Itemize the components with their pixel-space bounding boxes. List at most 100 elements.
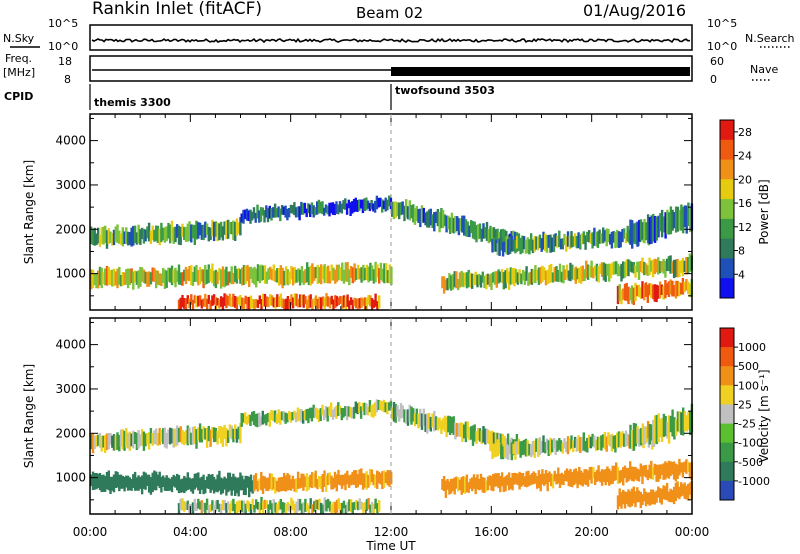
echo-cell: [405, 199, 408, 218]
echo-cell: [363, 267, 367, 280]
echo-cell: [600, 262, 604, 277]
echo-cell: [459, 218, 462, 232]
echo-cell: [255, 268, 258, 288]
echo-cell: [335, 405, 338, 419]
echo-cell: [662, 463, 665, 480]
echo-cell: [477, 428, 480, 441]
echo-cell: [146, 226, 149, 239]
echo-cell: [683, 260, 686, 273]
echo-cell: [634, 282, 637, 302]
echo-cell: [162, 227, 165, 241]
echo-cell: [673, 212, 676, 229]
echo-cell: [514, 240, 517, 254]
echo-cell: [392, 402, 396, 422]
echo-cell: [214, 297, 218, 310]
echo-cell: [507, 271, 511, 290]
echo-cell: [93, 273, 96, 286]
echo-cell: [234, 265, 237, 282]
echo-cell: [341, 296, 344, 309]
echo-cell: [553, 470, 556, 482]
echo-cell: [643, 261, 646, 276]
echo-cell: [123, 476, 126, 492]
echo-cell: [261, 410, 264, 425]
echo-cell: [160, 222, 163, 243]
echo-cell: [135, 232, 139, 245]
echo-cell: [495, 271, 498, 288]
echo-cell: [641, 494, 644, 505]
echo-cell: [91, 228, 95, 245]
echo-cell: [376, 264, 379, 278]
echo-cell: [514, 441, 517, 460]
echo-cell: [332, 299, 335, 310]
echo-cell: [485, 428, 489, 444]
echo-cell: [216, 500, 219, 510]
echo-cell: [382, 200, 386, 210]
echo-cell: [608, 263, 611, 282]
echo-cell: [112, 434, 116, 451]
echo-cell: [266, 207, 270, 223]
echo-cell: [609, 263, 613, 279]
echo-cell: [587, 230, 591, 243]
echo-cell: [485, 480, 488, 492]
echo-cell: [227, 296, 230, 306]
echo-cell: [277, 501, 281, 511]
echo-cell: [294, 412, 298, 423]
echo-cell: [256, 264, 260, 282]
echo-cell: [202, 426, 205, 440]
echo-cell: [631, 220, 634, 249]
echo-cell: [533, 440, 536, 458]
echo-cell: [240, 213, 243, 223]
echo-cell: [305, 409, 308, 421]
echo-cell: [248, 476, 251, 498]
echo-cell: [326, 407, 329, 422]
echo-cell: [144, 472, 147, 490]
echo-cell: [486, 273, 490, 285]
echo-cell: [689, 207, 692, 233]
echo-cell: [297, 298, 300, 308]
echo-cell: [302, 203, 305, 215]
echo-cell: [639, 261, 642, 272]
echo-cell: [651, 259, 655, 278]
echo-cell: [460, 477, 463, 495]
echo-cell: [142, 228, 146, 244]
echo-cell: [648, 257, 651, 276]
echo-cell: [636, 487, 639, 503]
colorbar-swatch: [720, 461, 734, 482]
echo-cell: [147, 432, 151, 450]
echo-cell: [155, 428, 158, 445]
echo-cell: [140, 267, 144, 282]
echo-cell: [604, 469, 607, 486]
echo-cell: [287, 411, 291, 420]
echo-cell: [505, 444, 508, 459]
echo-cell: [155, 225, 158, 242]
echo-cell: [167, 222, 170, 239]
echo-cell: [422, 408, 425, 427]
echo-cell: [258, 295, 261, 304]
echo-cell: [617, 231, 621, 248]
echo-cell: [340, 203, 343, 214]
echo-cell: [249, 474, 253, 492]
echo-cell: [687, 411, 690, 430]
echo-cell: [655, 490, 658, 503]
echo-cell: [386, 401, 389, 415]
echo-cell: [384, 402, 387, 413]
echo-cell: [300, 409, 303, 423]
echo-cell: [577, 435, 580, 452]
echo-cell: [281, 298, 284, 308]
colorbar-tick-label: 1000: [738, 341, 766, 354]
echo-cell: [592, 267, 595, 279]
echo-cell: [560, 271, 563, 283]
echo-cell: [109, 476, 112, 494]
echo-cell: [335, 499, 339, 513]
echo-cell: [237, 500, 240, 513]
echo-cell: [186, 500, 189, 510]
echo-cell: [221, 500, 225, 511]
echo-cell: [627, 489, 630, 507]
echo-cell: [158, 428, 161, 445]
echo-cell: [406, 206, 410, 220]
echo-cell: [346, 294, 349, 307]
echo-cell: [369, 295, 372, 307]
echo-cell: [566, 231, 570, 247]
echo-cell: [634, 222, 637, 243]
